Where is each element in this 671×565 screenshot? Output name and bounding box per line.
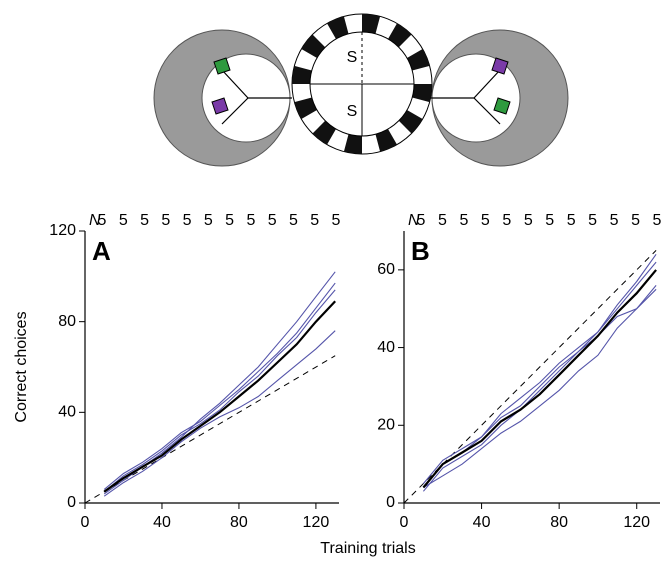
left-arms bbox=[221, 69, 292, 125]
data-line bbox=[423, 288, 657, 488]
n-count: 5 bbox=[289, 212, 298, 229]
stripe bbox=[343, 134, 362, 154]
n-count: 5 bbox=[588, 212, 597, 229]
n-count: 5 bbox=[310, 212, 319, 229]
n-count: 5 bbox=[417, 212, 426, 229]
stripe bbox=[398, 110, 423, 134]
n-label: N bbox=[408, 212, 420, 229]
green-marker bbox=[213, 57, 231, 75]
panel-label: B bbox=[411, 236, 430, 266]
data-line bbox=[103, 271, 336, 495]
stripe bbox=[327, 16, 349, 39]
x-tick-label: 80 bbox=[230, 514, 248, 531]
n-count: 5 bbox=[268, 212, 277, 229]
n-count: 5 bbox=[567, 212, 576, 229]
n-count: 5 bbox=[545, 212, 554, 229]
y-tick-label: 20 bbox=[377, 417, 395, 434]
x-tick-label: 40 bbox=[473, 514, 491, 531]
n-count: 5 bbox=[332, 212, 341, 229]
data-line bbox=[422, 253, 657, 484]
y-tick-label: 40 bbox=[58, 404, 76, 421]
x-tick-label: 80 bbox=[550, 514, 568, 531]
n-count: 5 bbox=[183, 212, 192, 229]
y-tick-label: 40 bbox=[377, 339, 395, 356]
n-count: 5 bbox=[481, 212, 490, 229]
x-tick-label: 40 bbox=[153, 514, 171, 531]
n-count: 5 bbox=[653, 212, 662, 229]
n-count: 5 bbox=[459, 212, 468, 229]
n-count: 5 bbox=[610, 212, 619, 229]
stripe bbox=[388, 23, 412, 48]
start-label: S bbox=[347, 103, 358, 120]
stripe bbox=[292, 65, 312, 84]
right-arms bbox=[430, 69, 501, 125]
purple-marker bbox=[491, 57, 509, 75]
y-tick-label: 120 bbox=[49, 222, 76, 239]
stripe bbox=[312, 120, 336, 145]
panel-label: A bbox=[92, 236, 111, 266]
y-tick-label: 60 bbox=[377, 261, 395, 278]
data-line bbox=[103, 289, 336, 493]
data-line bbox=[422, 285, 657, 492]
n-count: 5 bbox=[631, 212, 640, 229]
n-count: 5 bbox=[438, 212, 447, 229]
x-tick-label: 120 bbox=[303, 514, 330, 531]
y-tick-label: 0 bbox=[386, 494, 395, 511]
stripe bbox=[301, 34, 326, 58]
n-label: N bbox=[89, 212, 101, 229]
stripe bbox=[362, 14, 381, 34]
green-marker bbox=[493, 97, 511, 115]
start-label: S bbox=[347, 49, 358, 66]
stripe bbox=[375, 129, 397, 152]
n-count: 5 bbox=[119, 212, 128, 229]
x-tick-label: 120 bbox=[623, 514, 650, 531]
data-line bbox=[103, 330, 336, 497]
x-axis-label: Training trials bbox=[320, 540, 415, 557]
x-tick-label: 0 bbox=[400, 514, 409, 531]
stripe bbox=[294, 97, 317, 119]
n-count: 5 bbox=[502, 212, 511, 229]
y-tick-label: 0 bbox=[67, 494, 76, 511]
x-tick-label: 0 bbox=[81, 514, 90, 531]
n-count: 5 bbox=[524, 212, 533, 229]
maze-diagram: S S bbox=[153, 13, 569, 167]
n-count: 5 bbox=[225, 212, 234, 229]
y-tick-label: 80 bbox=[58, 313, 76, 330]
purple-marker bbox=[211, 97, 229, 115]
n-count: 5 bbox=[98, 212, 107, 229]
n-count: 5 bbox=[161, 212, 170, 229]
n-count: 5 bbox=[246, 212, 255, 229]
data-line bbox=[422, 269, 657, 489]
stripe bbox=[407, 49, 430, 71]
n-count: 5 bbox=[204, 212, 213, 229]
stripe bbox=[412, 84, 432, 103]
n-count: 5 bbox=[140, 212, 149, 229]
data-line bbox=[103, 282, 336, 490]
y-axis-label: Correct choices bbox=[13, 311, 30, 422]
data-line bbox=[103, 300, 336, 493]
